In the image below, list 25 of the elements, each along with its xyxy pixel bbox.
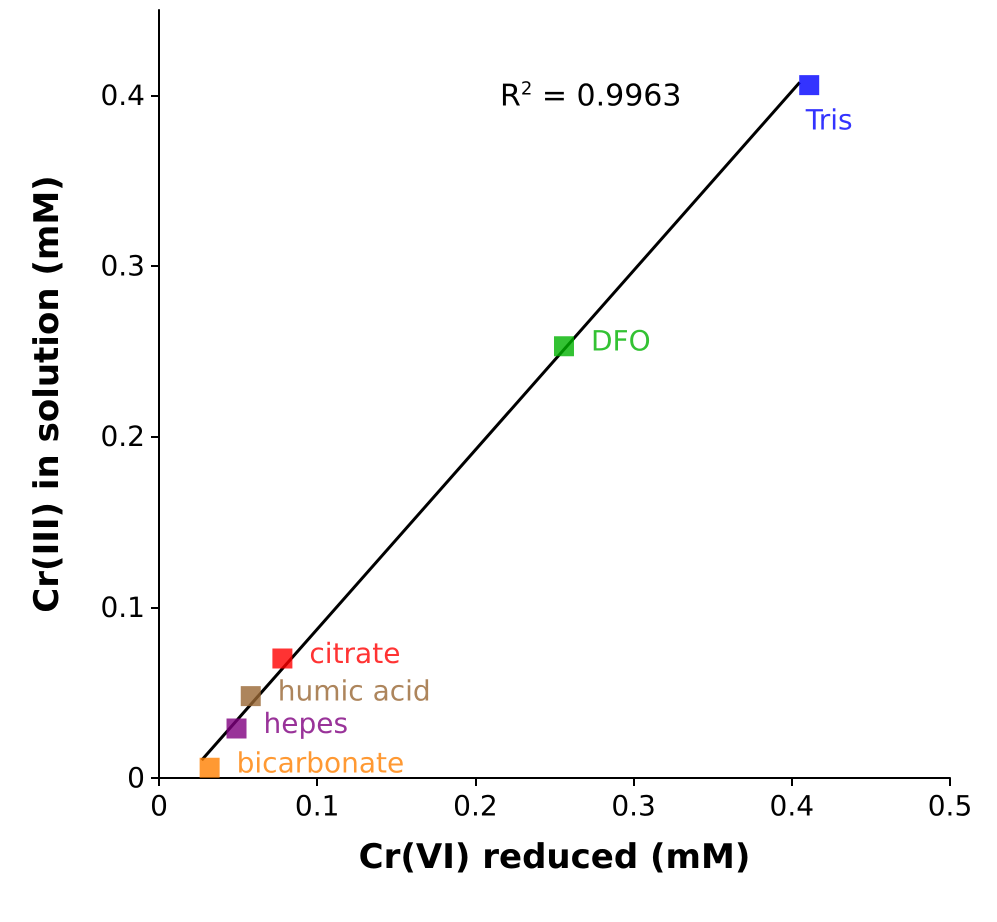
point: [240, 686, 261, 706]
point: [799, 75, 820, 96]
point: [200, 758, 220, 778]
series-label: bicarbonate: [236, 746, 404, 780]
point: [226, 718, 247, 739]
x-tick-label: 0: [150, 790, 168, 822]
series-label: hepes: [264, 707, 348, 740]
y-tick-label: 0: [127, 762, 145, 794]
point: [554, 336, 574, 356]
x-tick-label: 0.5: [928, 790, 972, 822]
x-axis-title: Cr(VI) reduced (mM): [358, 837, 750, 877]
y-tick-label: 0.1: [100, 590, 145, 624]
x-tick-label: 0.2: [453, 790, 498, 822]
y-tick-label: 0.3: [100, 250, 145, 282]
y-axis-title: Cr(III) in solution (mM): [27, 175, 67, 613]
series-label: DFO: [590, 324, 651, 358]
point: [272, 648, 292, 669]
series-label: citrate: [309, 637, 400, 670]
series-label: Tris: [804, 104, 853, 137]
x-tick-label: 0.3: [611, 790, 656, 822]
x-tick-label: 0.1: [294, 790, 340, 822]
y-tick-label: 0.4: [100, 78, 145, 112]
x-tick-label: 0.4: [770, 790, 814, 822]
y-tick-label: 0.2: [100, 420, 145, 454]
series-label: humic acid: [278, 674, 431, 708]
